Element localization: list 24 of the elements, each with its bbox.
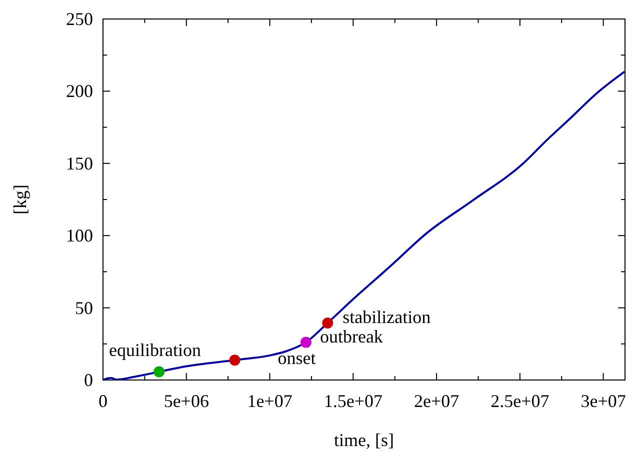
x-tick-label: 3e+07 <box>580 391 626 411</box>
annotation: equilibration <box>109 340 202 360</box>
x-axis-title: time, [s] <box>334 430 394 450</box>
point <box>229 354 240 366</box>
y-tick-label: 200 <box>66 81 93 102</box>
y-tick-label: 150 <box>66 153 93 174</box>
annotation: stabilization <box>342 306 431 327</box>
x-tick-label: 0 <box>98 391 108 411</box>
line-series <box>102 70 626 381</box>
x-tick-label: 1.5e+07 <box>324 391 382 411</box>
annotation: onset <box>278 348 316 368</box>
annotation: outbreak <box>320 326 383 346</box>
point <box>300 336 312 348</box>
y-tick-label: 50 <box>75 298 93 318</box>
y-axis-title: [kg] <box>10 184 30 214</box>
y-tick-label: 250 <box>66 9 93 29</box>
x-tick-label: 5e+06 <box>164 391 209 411</box>
y-tick-label: 0 <box>84 370 93 390</box>
x-tick-label: 1e+07 <box>247 391 292 411</box>
point <box>154 366 165 378</box>
x-tick-label: 2e+07 <box>414 391 460 411</box>
x-tick-label: 2.5e+07 <box>490 391 550 411</box>
y-tick-label: 100 <box>66 226 93 246</box>
point <box>322 317 334 328</box>
